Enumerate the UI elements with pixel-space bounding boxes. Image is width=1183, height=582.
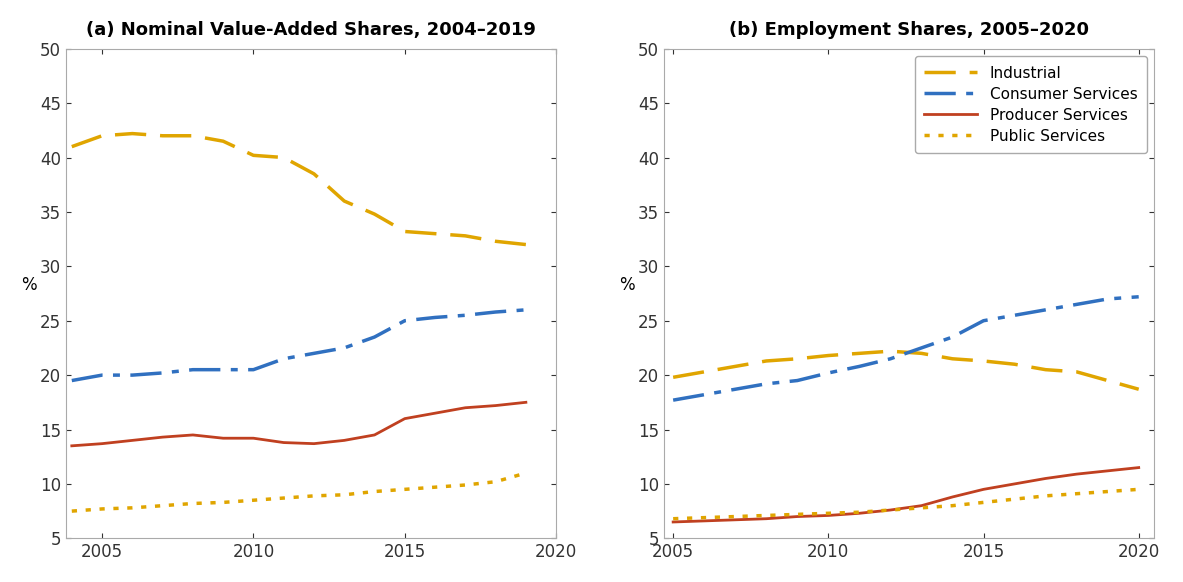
Title: (b) Employment Shares, 2005–2020: (b) Employment Shares, 2005–2020 xyxy=(729,21,1090,39)
Legend: Industrial, Consumer Services, Producer Services, Public Services: Industrial, Consumer Services, Producer … xyxy=(914,56,1146,153)
Title: (a) Nominal Value-Added Shares, 2004–2019: (a) Nominal Value-Added Shares, 2004–201… xyxy=(86,21,536,39)
Y-axis label: %: % xyxy=(619,275,634,293)
Y-axis label: %: % xyxy=(21,275,37,293)
